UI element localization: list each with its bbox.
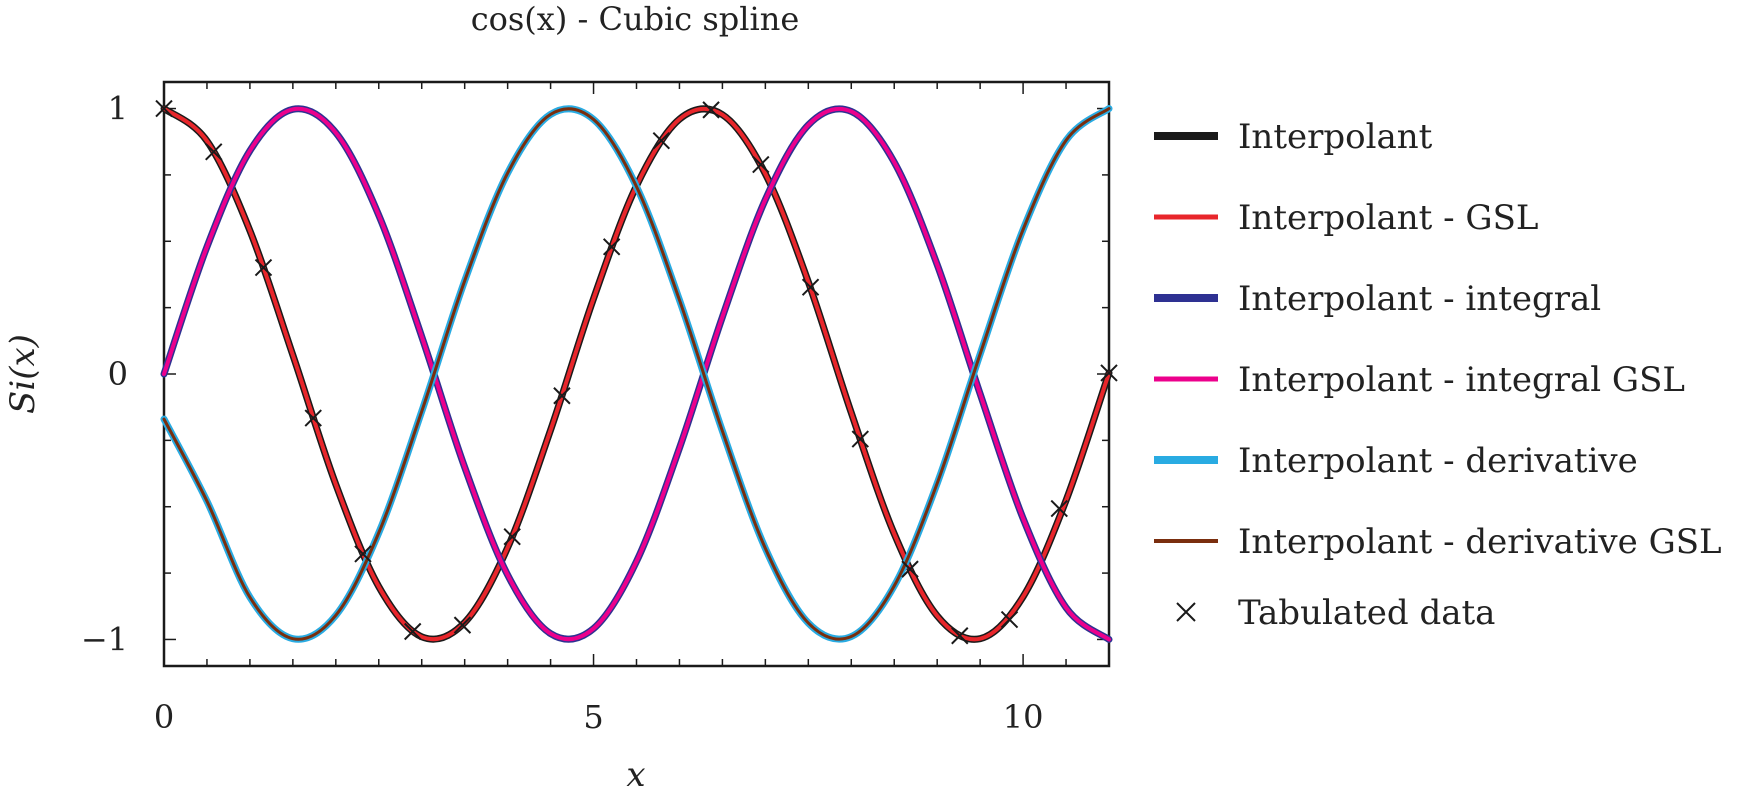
legend-label: Interpolant - derivative — [1238, 441, 1638, 481]
series-lines — [160, 105, 1113, 643]
plot-frame — [162, 80, 1111, 668]
y-tick-label: 0 — [108, 355, 128, 393]
legend-label: Interpolant - integral GSL — [1238, 360, 1685, 400]
chart-title: cos(x) - Cubic spline — [471, 0, 800, 38]
tabulated-point — [553, 387, 571, 405]
y-tick-label: −1 — [81, 620, 128, 658]
series-line — [162, 107, 1111, 641]
legend-marker — [1176, 602, 1196, 622]
x-axis-label: x — [626, 755, 645, 789]
tabulated-markers — [155, 99, 1118, 645]
tabulated-point — [1000, 610, 1019, 629]
tabulated-point — [453, 616, 472, 634]
legend-label: Tabulated data — [1238, 593, 1495, 633]
series-line — [162, 106, 1111, 642]
series-line — [162, 106, 1111, 642]
tabulated-point — [951, 627, 969, 645]
legend-label: Interpolant - derivative GSL — [1238, 522, 1722, 562]
tabulated-point — [652, 131, 671, 150]
tabulated-point — [503, 528, 521, 546]
tabulated-point — [403, 622, 422, 641]
tabulated-point — [1050, 499, 1068, 518]
plot-area — [155, 80, 1118, 668]
tabulated-point — [702, 101, 720, 119]
tabulated-point — [801, 278, 820, 296]
x-tick-label: 0 — [154, 698, 174, 736]
x-tick-label: 10 — [1003, 698, 1044, 736]
y-axis-label: Si(x) — [3, 334, 43, 414]
tabulated-point — [254, 258, 273, 277]
tabulated-point — [851, 430, 870, 448]
tabulated-point — [304, 409, 322, 427]
tabulated-point — [205, 143, 223, 161]
tabulated-point — [901, 560, 919, 578]
y-tick-label: 1 — [108, 90, 128, 128]
tabulated-point — [602, 238, 621, 256]
axis-ticks — [163, 82, 1110, 666]
tabulated-point — [752, 155, 770, 174]
legend-label: Interpolant - GSL — [1238, 198, 1538, 238]
tabulated-point — [155, 99, 173, 118]
tabulated-point — [1100, 364, 1118, 382]
legend-label: Interpolant — [1238, 117, 1433, 157]
x-tick-label: 5 — [583, 698, 603, 736]
legend: Interpolant Interpolant - GSL Interpolant … — [1154, 117, 1722, 633]
tabulated-point — [354, 545, 372, 563]
legend-label: Interpolant - integral — [1238, 279, 1601, 319]
